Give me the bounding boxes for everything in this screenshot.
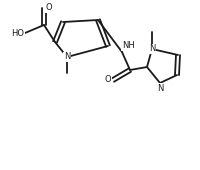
Text: O: O	[104, 75, 110, 84]
Text: N: N	[63, 53, 70, 62]
Text: O: O	[46, 4, 52, 13]
Text: N: N	[148, 45, 154, 54]
Text: N: N	[156, 84, 162, 93]
Text: NH: NH	[121, 41, 134, 50]
Text: HO: HO	[11, 29, 24, 38]
